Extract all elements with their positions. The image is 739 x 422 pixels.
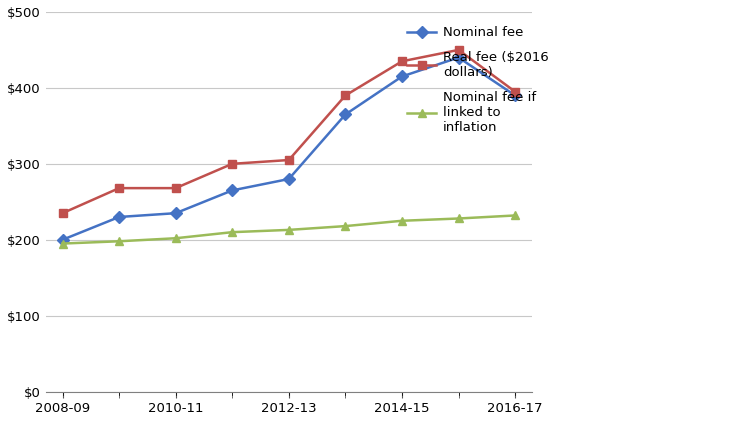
Nominal fee [511, 93, 520, 98]
Nominal fee if
linked to
inflation [115, 239, 123, 244]
Real fee ($2016
dollars) [341, 93, 350, 98]
Real fee ($2016
dollars) [285, 157, 293, 162]
Real fee ($2016
dollars) [398, 59, 406, 64]
Real fee ($2016
dollars) [228, 161, 236, 166]
Line: Nominal fee: Nominal fee [58, 53, 520, 244]
Nominal fee [398, 74, 406, 79]
Line: Nominal fee if
linked to
inflation: Nominal fee if linked to inflation [58, 211, 520, 248]
Nominal fee if
linked to
inflation [511, 213, 520, 218]
Real fee ($2016
dollars) [171, 186, 180, 191]
Real fee ($2016
dollars) [115, 186, 123, 191]
Real fee ($2016
dollars) [511, 89, 520, 94]
Nominal fee [171, 211, 180, 216]
Nominal fee if
linked to
inflation [228, 230, 236, 235]
Nominal fee [341, 112, 350, 117]
Nominal fee [58, 237, 67, 242]
Legend: Nominal fee, Real fee ($2016
dollars), Nominal fee if
linked to
inflation: Nominal fee, Real fee ($2016 dollars), N… [407, 26, 548, 134]
Real fee ($2016
dollars) [454, 47, 463, 52]
Nominal fee [454, 55, 463, 60]
Nominal fee if
linked to
inflation [341, 224, 350, 229]
Real fee ($2016
dollars) [58, 211, 67, 216]
Line: Real fee ($2016
dollars): Real fee ($2016 dollars) [58, 46, 520, 217]
Nominal fee if
linked to
inflation [398, 218, 406, 223]
Nominal fee if
linked to
inflation [285, 227, 293, 233]
Nominal fee if
linked to
inflation [58, 241, 67, 246]
Nominal fee [285, 176, 293, 181]
Nominal fee if
linked to
inflation [454, 216, 463, 221]
Nominal fee if
linked to
inflation [171, 236, 180, 241]
Nominal fee [115, 214, 123, 219]
Nominal fee [228, 188, 236, 193]
